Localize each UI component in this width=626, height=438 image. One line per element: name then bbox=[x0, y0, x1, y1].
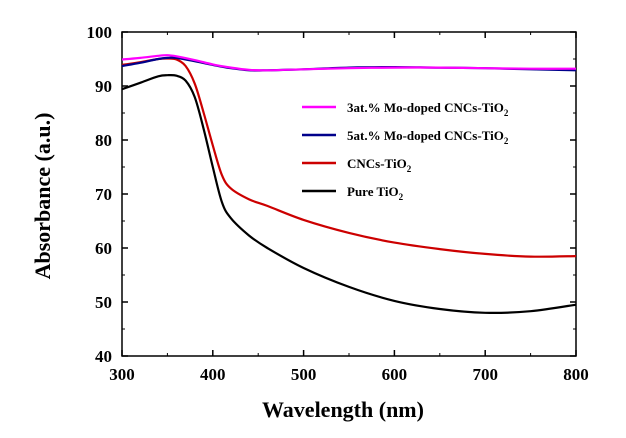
y-axis-ticks: 40 50 60 70 80 90 100 bbox=[87, 23, 576, 366]
x-tick-label: 300 bbox=[109, 365, 135, 384]
x-tick-label: 700 bbox=[472, 365, 498, 384]
legend-label-subscript: 2 bbox=[504, 108, 509, 118]
x-tick-label: 500 bbox=[291, 365, 317, 384]
y-tick-label: 40 bbox=[95, 347, 112, 366]
y-tick-label: 70 bbox=[95, 185, 112, 204]
y-tick-label: 100 bbox=[87, 23, 113, 42]
x-tick-label: 400 bbox=[200, 365, 226, 384]
y-tick-label: 80 bbox=[95, 131, 112, 150]
x-tick-label: 600 bbox=[382, 365, 408, 384]
legend-label-subscript: 2 bbox=[407, 164, 412, 174]
legend-label: 3at.% Mo-doped CNCs-TiO2 bbox=[347, 100, 509, 118]
legend-label-main: Pure TiO bbox=[347, 184, 399, 199]
x-tick-label: 800 bbox=[563, 365, 589, 384]
legend-label-main: CNCs-TiO bbox=[347, 156, 407, 171]
series-line-1 bbox=[121, 54, 577, 72]
x-axis-ticks: 300 400 500 600 700 800 bbox=[109, 32, 589, 384]
y-axis-title: Absorbance (a.u.) bbox=[30, 113, 55, 280]
legend-label-main: 5at.% Mo-doped CNCs-TiO bbox=[347, 128, 504, 143]
legend-label-subscript: 2 bbox=[399, 192, 404, 202]
series-lines bbox=[121, 54, 577, 315]
x-axis-title: Wavelength (nm) bbox=[262, 397, 424, 422]
legend-label-main: 3at.% Mo-doped CNCs-TiO bbox=[347, 100, 504, 115]
y-tick-label: 50 bbox=[95, 293, 112, 312]
legend-label: 5at.% Mo-doped CNCs-TiO2 bbox=[347, 128, 509, 146]
series-line-4 bbox=[121, 73, 577, 315]
legend-label: Pure TiO2 bbox=[347, 184, 404, 202]
y-tick-label: 90 bbox=[95, 77, 112, 96]
y-tick-label: 60 bbox=[95, 239, 112, 258]
legend-label: CNCs-TiO2 bbox=[347, 156, 412, 174]
legend-label-subscript: 2 bbox=[504, 136, 509, 146]
